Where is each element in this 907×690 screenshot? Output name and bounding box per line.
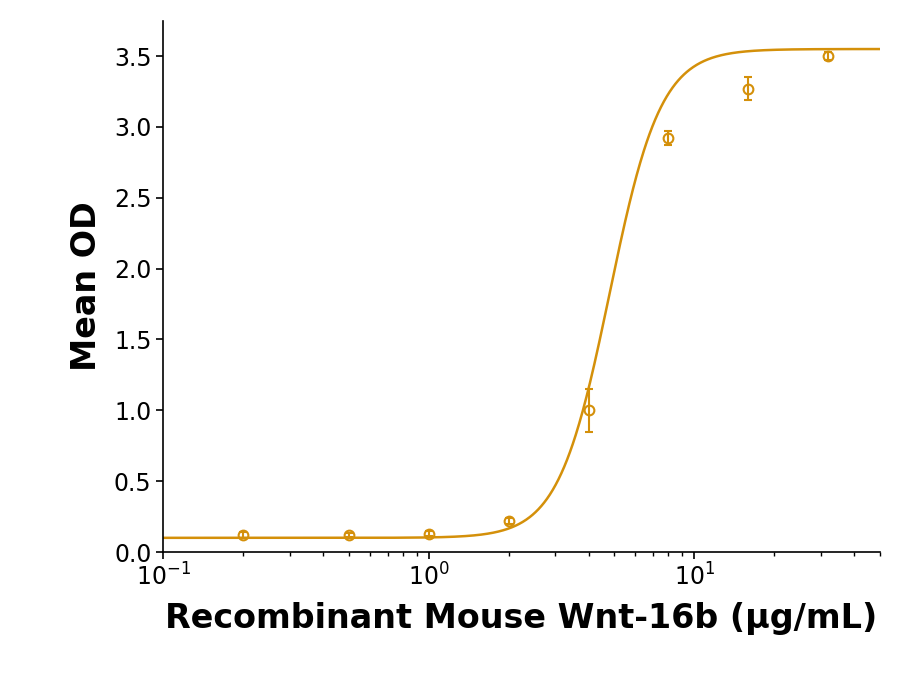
X-axis label: Recombinant Mouse Wnt-16b (μg/mL): Recombinant Mouse Wnt-16b (μg/mL) bbox=[165, 602, 878, 635]
Y-axis label: Mean OD: Mean OD bbox=[70, 201, 102, 371]
